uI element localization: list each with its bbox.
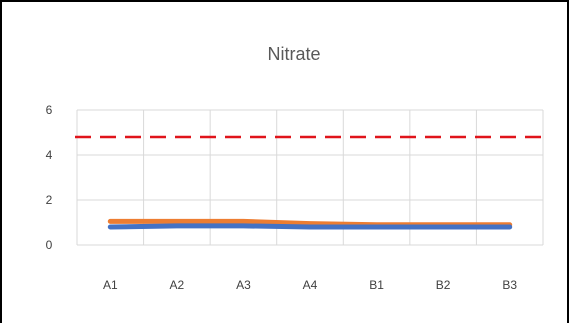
y-tick-label: 4 [46,148,53,162]
chart-title: Nitrate [267,44,320,64]
x-tick-label: A2 [170,278,185,292]
y-tick-label: 0 [46,238,53,252]
series-line-2 [107,223,513,230]
x-tick-label: A1 [103,278,118,292]
y-tick-label: 2 [46,193,53,207]
x-tick-label: A4 [303,278,318,292]
x-tick-label: B3 [502,278,517,292]
plot-area: 0 2 4 6 A1 A2 A3 A4 B1 B2 B3 [46,103,544,292]
y-tick-label: 6 [46,103,53,117]
x-tick-label: A3 [236,278,251,292]
x-tick-label: B2 [436,278,451,292]
x-tick-label: B1 [369,278,384,292]
